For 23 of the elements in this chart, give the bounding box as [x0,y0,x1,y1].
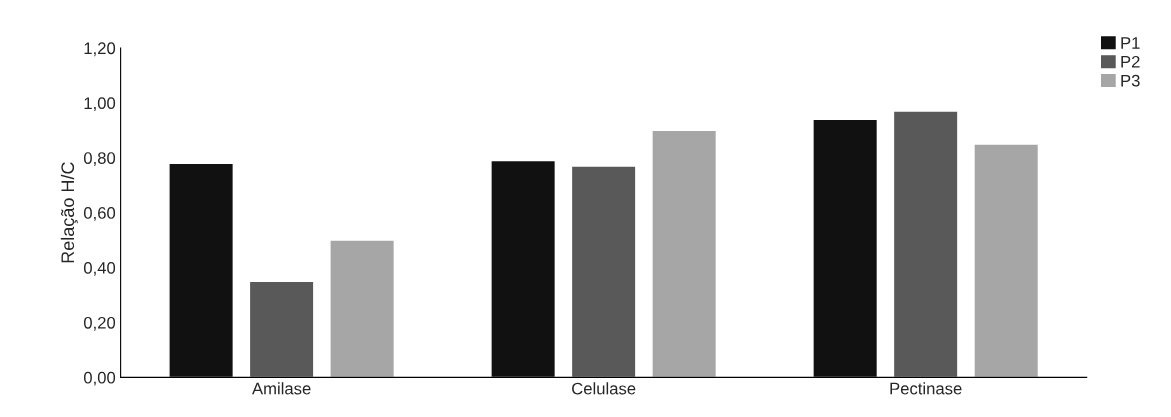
x-tick-label: Amilase [252,382,311,395]
bar [651,129,718,378]
y-tick-label: 0,80 [83,152,116,166]
legend-label: P2 [1121,55,1140,68]
bar [168,162,235,378]
bar [812,118,879,378]
y-axis-title: Relação H/C [60,162,78,263]
legend-label: P1 [1121,37,1140,49]
y-tick-label: 0,60 [83,207,116,221]
bar [973,143,1040,378]
y-tick-label: 0,40 [83,261,116,276]
y-tick-label: 1,00 [84,97,116,112]
bar [892,110,959,378]
bar [329,239,396,378]
legend-label: P3 [1121,74,1140,87]
bar [248,280,315,378]
bar [490,159,557,378]
y-tick-label: 0,00 [83,371,116,386]
x-tick-label: Pectinase [890,382,962,395]
y-tick-label: 1,20 [84,42,116,57]
x-tick-label: Celulase [572,382,636,395]
y-tick-label: 0,20 [83,316,116,331]
bar [570,165,637,378]
